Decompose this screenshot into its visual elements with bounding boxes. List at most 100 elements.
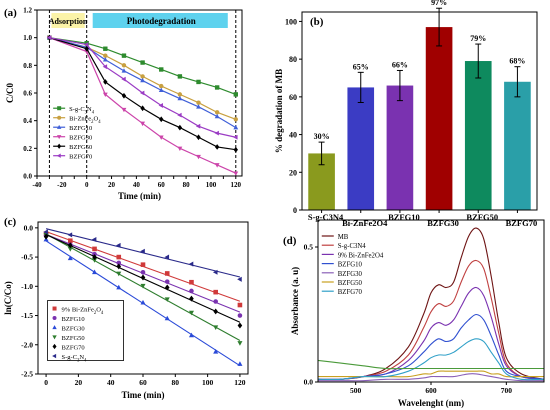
x-tick-label: 100	[206, 181, 217, 189]
legend-marker-BZFG70	[52, 343, 57, 350]
panel-d-plot-area	[318, 220, 544, 382]
y-tick-label: 60	[289, 93, 297, 102]
legend-text: S-g-C	[69, 106, 85, 113]
legend-text: O	[94, 116, 99, 123]
data-point-BZFG50-8	[237, 341, 243, 346]
y-tick-label: -2.0	[21, 340, 33, 349]
data-point-BZFG30-3	[116, 284, 122, 290]
legend-marker-BZFG50	[52, 335, 57, 340]
legend-label: BZFG50	[62, 335, 85, 342]
data-point-BZFG50-9	[233, 146, 238, 153]
bar-value-label: 97%	[431, 0, 447, 7]
x-tick-label: -40	[32, 181, 42, 189]
data-point-BZFG70-2	[92, 254, 97, 261]
legend-label: 9% Bi-ZnFe2O4	[62, 307, 104, 317]
data-point-9% Bi-ZnFe2O4-4	[140, 262, 146, 267]
x-tick-label: 40	[133, 181, 141, 189]
legend-marker-BZFG30	[56, 135, 62, 140]
y-tick-label: -1.5	[21, 311, 33, 320]
legend-label: S-g-C3N4	[338, 243, 367, 250]
data-point-BZFG70-9	[233, 134, 238, 140]
legend-label: BZFG10	[69, 125, 92, 132]
data-point-BZFG70-0	[43, 233, 49, 240]
data-point-BZFG70-7	[213, 308, 218, 315]
bar-value-label: 65%	[353, 62, 369, 71]
data-point-BZFG10-5	[158, 87, 164, 92]
legend-text: N	[87, 106, 92, 113]
legend-marker-S-g-C3N4	[52, 353, 57, 359]
legend-text: BZFG50	[69, 144, 92, 151]
x-tick-label: 500	[350, 386, 362, 395]
data-point-BZFG50-4	[140, 105, 145, 112]
data-point-S-g-C3N4-4	[140, 248, 145, 254]
data-point-BZFG50-5	[164, 297, 170, 302]
data-point-BZFG70-8	[237, 322, 243, 329]
y-tick-label: 0.0	[304, 378, 314, 387]
data-point-BZFG70-1	[68, 242, 73, 249]
legend-label: BZFG70	[338, 289, 363, 296]
data-point-BZFG30-8	[214, 163, 220, 168]
y-tick-label: 0	[293, 206, 297, 215]
legend-text: BZFG70	[62, 345, 85, 352]
legend-label: BZFG70	[62, 345, 85, 352]
data-point-BZFG30-3	[121, 107, 127, 113]
panel-b-frame	[301, 11, 538, 211]
y-tick-label: 40	[289, 131, 297, 140]
x-tick-label: -20	[57, 181, 67, 189]
data-point-BZFG70-1	[84, 42, 89, 48]
data-point-BZFG50-6	[177, 124, 183, 131]
bar-value-label: 79%	[470, 34, 486, 43]
panel-label: (d)	[283, 235, 297, 247]
series-line-BZFG70	[49, 37, 236, 138]
legend-text: BZFG30	[69, 135, 92, 142]
data-point-S-g-C3N4-5	[159, 67, 164, 72]
legend-label: S-g-C3N4	[62, 354, 88, 364]
photodegradation-label: Photodegradation	[127, 16, 196, 26]
series-line-S-g-C3N4	[49, 37, 236, 95]
data-point-BZFG30-5	[164, 315, 170, 321]
data-point-9% Bi-ZnFe2O4-6	[189, 279, 194, 285]
data-point-S-g-C3N4-6	[177, 74, 183, 79]
y-tick-label: -0.5	[21, 253, 33, 262]
y-tick-label: 0.4	[23, 117, 32, 125]
subscript: 4	[98, 120, 101, 125]
data-point-S-g-C3N4-3	[116, 242, 121, 248]
spectrum-line-S-g-C3N4	[317, 259, 545, 381]
legend-text: BZFG50	[62, 335, 85, 342]
y-tick-label: 0.6	[23, 90, 32, 98]
y-tick-label: 80	[289, 55, 297, 64]
data-point-9% Bi-ZnFe2O4-5	[164, 271, 170, 276]
data-point-BZFG50-2	[92, 258, 98, 263]
bar-value-label: 30%	[314, 132, 330, 141]
data-point-BZFG30-6	[188, 332, 194, 338]
data-point-S-g-C3N4-8	[214, 85, 220, 90]
legend-label: BZFG30	[69, 135, 92, 142]
data-point-S-g-C3N4-6	[188, 261, 194, 267]
data-point-BZFG10-2	[102, 57, 108, 62]
series-line-BZFG10	[49, 37, 237, 129]
legend-label: S-g-C3N4	[69, 106, 95, 116]
panel-label: (c)	[4, 216, 17, 228]
axes-layer	[34, 9, 545, 385]
legend-label: BZFG50	[338, 280, 363, 287]
category-label: Bi-ZnFe2O4	[342, 218, 388, 228]
data-point-BZFG70-4	[139, 90, 145, 96]
data-point-Bi-ZnFe2O4-7	[196, 100, 201, 105]
data-point-BZFG50-6	[188, 310, 194, 316]
photodegradation-box	[92, 13, 228, 28]
data-point-BZFG50-1	[84, 45, 89, 52]
data-point-S-g-C3N4-9	[233, 92, 238, 97]
text-layer: Adsorption Photodegradation-40 -20 0 20 40 60 8…	[3, 0, 537, 408]
legend-text: BZFG10	[62, 316, 85, 323]
data-point-9% Bi-ZnFe2O4-8	[237, 302, 243, 308]
x-tick-label: 0	[44, 378, 48, 387]
y-tick-label: 20	[289, 168, 297, 177]
legend-text: 9% Bi-ZnFe	[62, 307, 94, 314]
subscript: 3	[85, 111, 88, 116]
y-tick-label: 1.2	[23, 7, 32, 15]
data-point-BZFG50-5	[159, 116, 164, 123]
marks-layer	[43, 7, 545, 382]
data-point-BZFG30-8	[237, 361, 243, 366]
legend-label: BZFG30	[62, 326, 85, 333]
data-point-BZFG30-1	[67, 255, 73, 261]
